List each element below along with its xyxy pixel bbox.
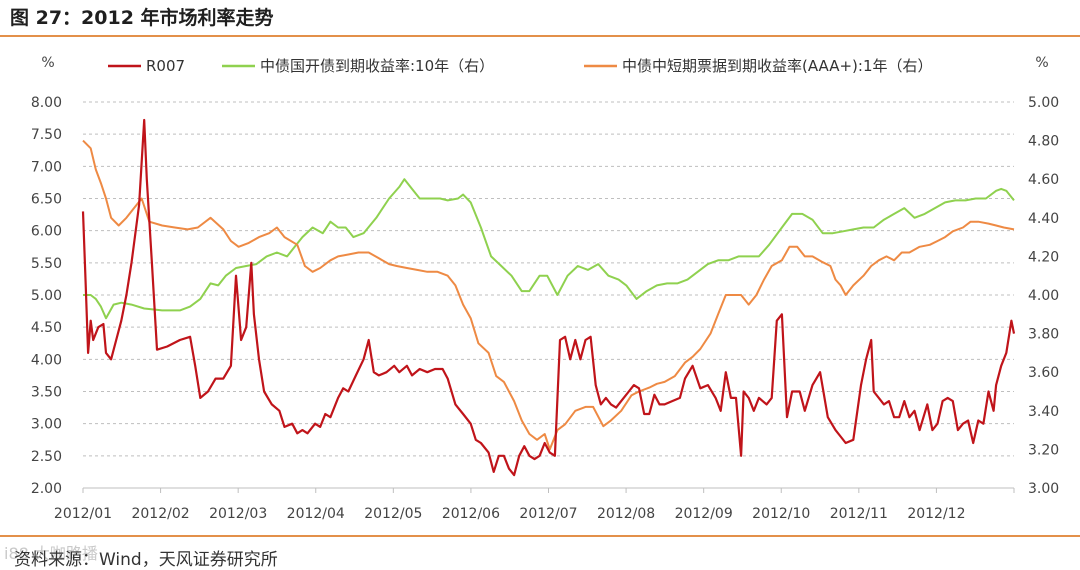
right-tick-label: 4.00 [1028,288,1059,304]
left-tick-label: 3.50 [31,385,62,401]
x-tick-label: 2012/06 [442,506,500,522]
right-tick-label: 3.60 [1028,365,1059,381]
x-tick-label: 2012/03 [209,506,267,522]
x-tick-label: 2012/02 [131,506,189,522]
left-tick-label: 7.00 [31,159,62,175]
top-divider [0,35,1080,37]
right-tick-label: 4.60 [1028,172,1059,188]
left-tick-label: 6.50 [31,192,62,208]
series-line-0 [81,118,1016,477]
bottom-divider [0,535,1080,537]
x-tick-label: 2012/11 [830,506,888,522]
series [81,118,1016,477]
left-tick-label: 2.50 [31,449,62,465]
left-tick-label: 4.00 [31,352,62,368]
x-tick-label: 2012/10 [752,506,810,522]
left-tick-label: 7.50 [31,127,62,143]
left-tick-label: 8.00 [31,95,62,111]
legend-label-1: 中债国开债到期收益率:10年（右） [260,57,494,75]
right-tick-label: 4.80 [1028,134,1059,150]
left-tick-label: 2.00 [31,481,62,497]
left-tick-label: 5.50 [31,256,62,272]
right-tick-label: 4.40 [1028,211,1059,227]
x-tick-label: 2012/07 [519,506,577,522]
x-tick-label: 2012/12 [907,506,965,522]
x-tick-label: 2012/05 [364,506,422,522]
right-tick-label: 4.20 [1028,249,1059,265]
series-line-1 [83,178,1015,320]
watermark: i88 大咖路播 [4,544,98,563]
page-title: 图 27：2012 年市场利率走势 [10,7,274,29]
legend-label-0: R007 [146,57,185,75]
x-tick-label: 2012/04 [287,506,345,522]
legend: R007 中债国开债到期收益率:10年（右） 中债中短期票据到期收益率(AAA+):… [108,57,933,75]
right-axis-unit: % [1035,55,1048,71]
x-tick-label: 2012/01 [54,506,112,522]
left-tick-label: 5.00 [31,288,62,304]
left-tick-label: 3.00 [31,417,62,433]
left-tick-label: 4.50 [31,320,62,336]
legend-label-2: 中债中短期票据到期收益率(AAA+):1年（右） [622,57,933,75]
right-tick-label: 3.00 [1028,481,1059,497]
right-tick-label: 3.40 [1028,404,1059,420]
right-tick-label: 5.00 [1028,95,1059,111]
x-tick-label: 2012/08 [597,506,655,522]
right-tick-label: 3.20 [1028,442,1059,458]
left-tick-label: 6.00 [31,224,62,240]
axes: 2.00 2.50 3.00 3.50 4.00 4.50 5.00 5.50 6.00 6.50… [31,55,1059,522]
right-tick-label: 3.80 [1028,327,1059,343]
left-axis-unit: % [41,55,54,71]
source-note: 资料来源：Wind，天风证券研究所 [14,550,278,570]
series-line-2 [82,139,1015,451]
rate-chart: 2.00 2.50 3.00 3.50 4.00 4.50 5.00 5.50 6.00 6.50… [31,55,1059,522]
x-tick-label: 2012/09 [675,506,733,522]
grid [83,101,1014,489]
